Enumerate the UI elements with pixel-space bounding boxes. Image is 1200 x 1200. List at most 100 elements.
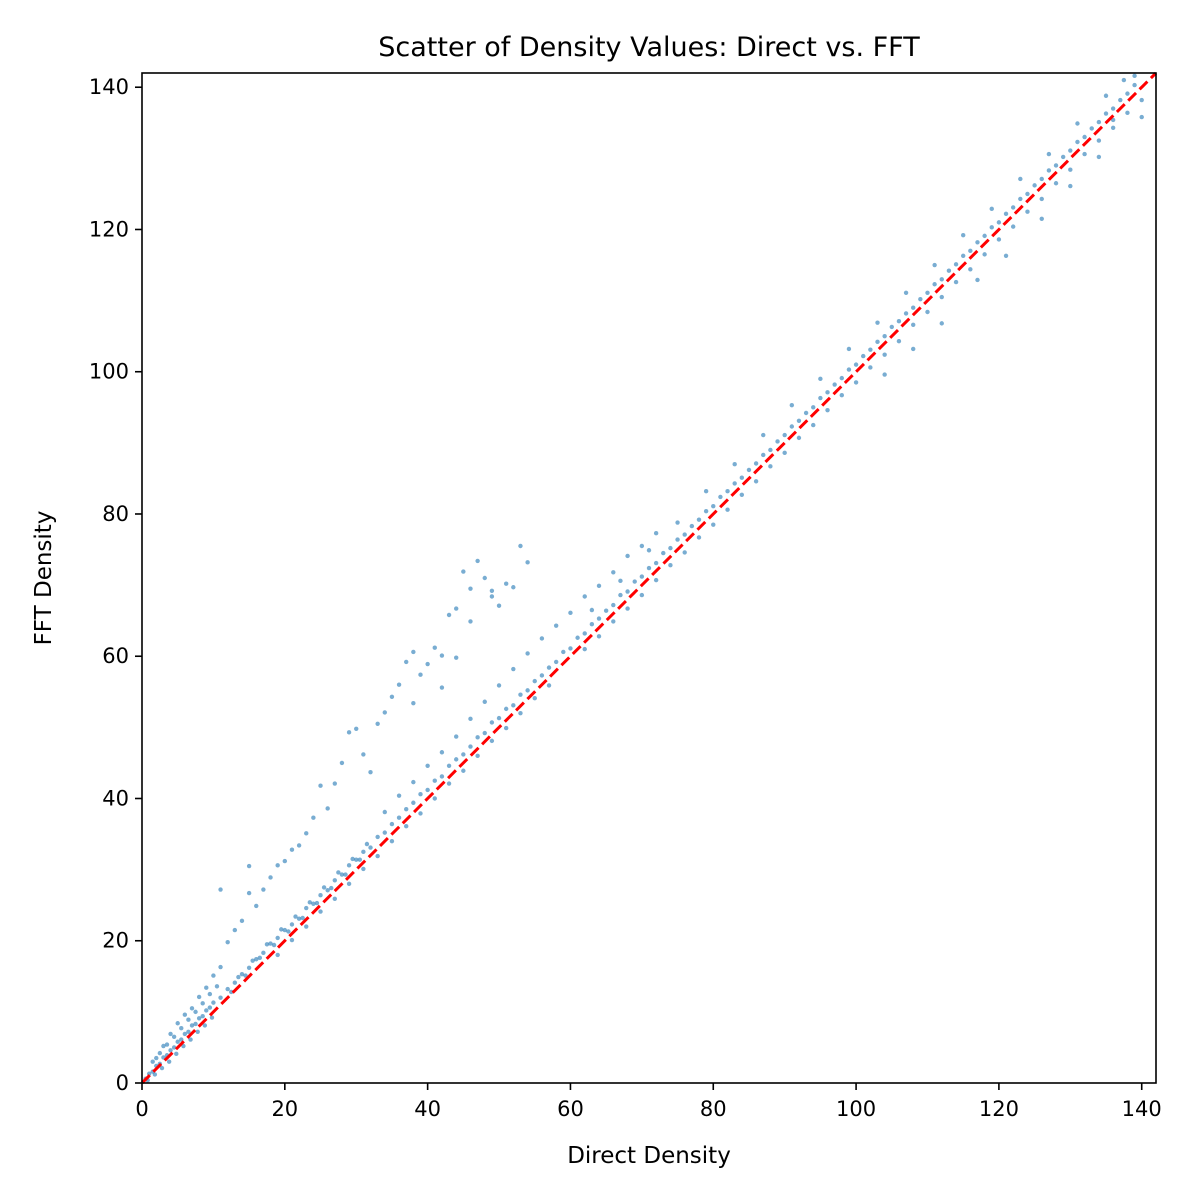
scatter-point	[389, 838, 395, 844]
x-axis-label: Direct Density	[567, 1143, 731, 1169]
scatter-point	[425, 787, 430, 793]
scatter-point	[389, 694, 395, 699]
y-axis-label: FFT Density	[31, 511, 57, 646]
scatter-point	[618, 592, 623, 598]
scatter-point	[932, 282, 937, 287]
scatter-point	[293, 914, 298, 919]
scatter-point	[768, 464, 773, 469]
scatter-point	[703, 489, 709, 494]
scatter-point	[639, 592, 645, 598]
scatter-point	[825, 407, 830, 413]
scatter-point	[146, 1071, 152, 1076]
scatter-point	[768, 447, 773, 453]
scatter-point	[368, 769, 373, 775]
scatter-point	[1110, 106, 1116, 111]
scatter-point	[396, 682, 402, 687]
scatter-point	[396, 815, 402, 820]
scatter-point	[611, 619, 616, 624]
scatter-point	[311, 901, 316, 906]
scatter-point	[1068, 167, 1073, 172]
scatter-point	[582, 631, 587, 636]
scatter-point	[489, 588, 495, 593]
scatter-point	[157, 1050, 163, 1056]
scatter-point	[271, 942, 277, 948]
scatter-point	[711, 522, 716, 527]
scatter-point	[454, 655, 459, 660]
scatter-point	[475, 753, 480, 759]
scatter-point	[209, 1015, 215, 1020]
scatter-point	[932, 262, 937, 268]
scatter-point	[496, 603, 502, 608]
scatter-point	[761, 452, 766, 458]
scatter-point	[1018, 176, 1023, 182]
scatter-point	[418, 811, 423, 816]
scatter-point	[468, 744, 473, 749]
scatter-point	[200, 1001, 205, 1006]
scatter-point	[996, 220, 1002, 225]
scatter-point	[332, 896, 337, 901]
scatter-point	[682, 550, 687, 555]
scatter-point	[318, 909, 323, 914]
scatter-point	[454, 757, 459, 762]
scatter-point	[404, 824, 409, 829]
scatter-point	[346, 881, 352, 887]
x-tick-label: 100	[836, 1097, 876, 1121]
scatter-point	[275, 863, 280, 868]
scatter-point	[511, 703, 516, 708]
scatter-point	[446, 612, 452, 618]
scatter-point	[239, 918, 245, 924]
scatter-point	[314, 900, 320, 906]
scatter-point	[532, 696, 537, 701]
scatter-point	[418, 792, 423, 797]
scatter-point	[432, 645, 437, 650]
scatter-point	[268, 875, 273, 880]
scatter-point	[482, 699, 487, 704]
scatter-point	[418, 672, 423, 677]
scatter-point	[868, 365, 873, 370]
scatter-point	[232, 980, 238, 985]
scatter-point	[611, 570, 616, 575]
scatter-point	[279, 927, 284, 932]
scatter-point	[911, 305, 916, 310]
scatter-point	[411, 800, 416, 805]
scatter-point	[150, 1059, 155, 1064]
scatter-point	[195, 1029, 200, 1034]
scatter-point	[1132, 73, 1137, 79]
scatter-point	[539, 636, 545, 641]
scatter-point	[961, 253, 966, 258]
scatter-point	[1139, 97, 1144, 103]
scatter-point	[496, 715, 502, 721]
scatter-point	[361, 752, 366, 757]
scatter-point	[561, 649, 566, 655]
scatter-point	[254, 957, 259, 962]
scatter-point	[311, 815, 316, 820]
scatter-point	[154, 1055, 159, 1061]
scatter-point	[232, 927, 238, 933]
scatter-point	[953, 262, 959, 267]
scatter-point	[218, 887, 223, 892]
scatter-point	[454, 606, 459, 611]
scatter-point	[325, 888, 330, 893]
scatter-point	[946, 268, 952, 273]
scatter-point	[925, 309, 930, 315]
scatter-point	[761, 432, 766, 438]
x-axis-ticks: 0 20 40 60 80 100 120 140	[135, 1083, 1162, 1121]
scatter-point	[1132, 82, 1137, 88]
scatter-point	[189, 1006, 195, 1011]
scatter-point	[953, 279, 959, 285]
scatter-point	[304, 831, 309, 836]
scatter-point	[304, 905, 309, 911]
scatter-point	[618, 578, 623, 584]
scatter-point	[732, 462, 737, 467]
scatter-point	[503, 706, 509, 712]
scatter-point	[439, 750, 445, 755]
scatter-point	[846, 346, 852, 352]
scatter-point	[839, 375, 844, 381]
scatter-point	[168, 1048, 173, 1053]
scatter-point	[775, 439, 780, 444]
scatter-point	[188, 1037, 193, 1042]
scatter-point	[925, 290, 930, 295]
scatter-point	[1032, 183, 1037, 188]
